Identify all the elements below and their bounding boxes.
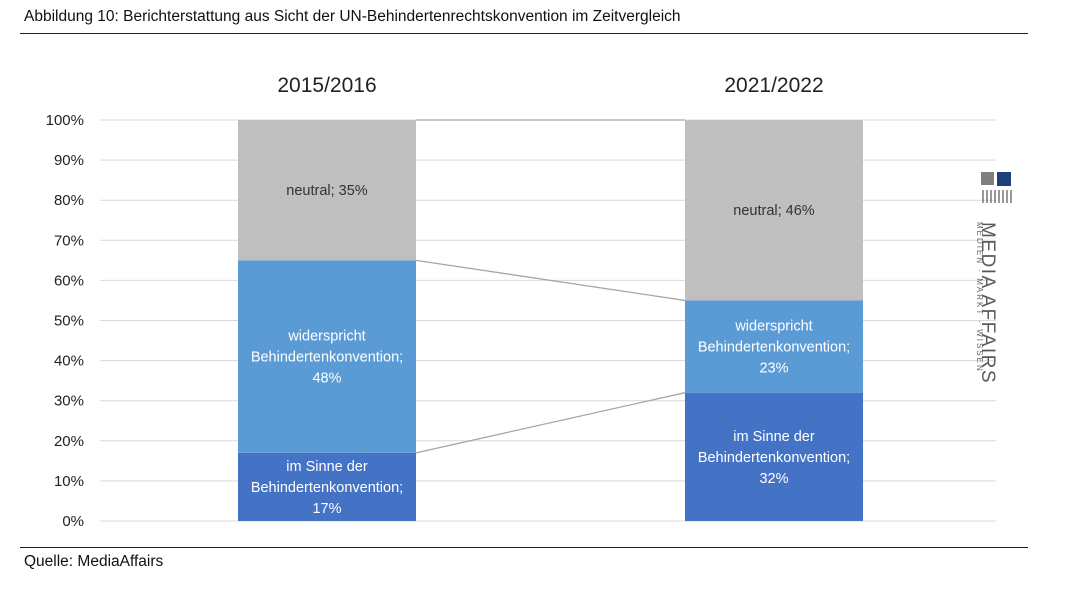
data-label: im Sinne der [286, 459, 368, 475]
bar-segment [685, 392, 863, 521]
logo-tagline: MEDIEN · MARKT · WISSEN [975, 222, 984, 373]
y-tick-label: 100% [46, 112, 84, 129]
source-note: Quelle: MediaAffairs [24, 553, 164, 570]
data-label: Behindertenkonvention; [251, 480, 403, 496]
data-label: Behindertenkonvention; [251, 350, 403, 366]
data-label: widerspricht [287, 329, 365, 345]
y-tick-label: 90% [54, 152, 84, 169]
data-label: neutral; 46% [733, 203, 815, 219]
bar-segment [685, 120, 863, 301]
data-label: widerspricht [734, 319, 812, 335]
y-tick-label: 50% [54, 313, 84, 330]
data-label: 23% [759, 361, 788, 377]
series-line [415, 392, 686, 454]
bottom-rule [20, 547, 1028, 548]
data-label: 48% [312, 371, 341, 387]
y-tick-label: 30% [54, 393, 84, 410]
y-tick-label: 0% [62, 513, 84, 530]
bar-segment [238, 452, 416, 521]
y-tick-label: 40% [54, 353, 84, 370]
y-tick-label: 70% [54, 232, 84, 249]
top-rule [20, 33, 1028, 34]
figure-title: Abbildung 10: Berichterstattung aus Sich… [24, 8, 681, 25]
data-label: Behindertenkonvention; [698, 450, 850, 466]
data-label: 17% [312, 501, 341, 517]
bar-segment [238, 260, 416, 453]
y-tick-label: 80% [54, 192, 84, 209]
data-label: im Sinne der [733, 429, 815, 445]
category-label: 2021/2022 [724, 74, 823, 97]
y-tick-label: 10% [54, 473, 84, 490]
media-affairs-logo-icon [981, 172, 1012, 203]
data-label: neutral; 35% [286, 183, 368, 199]
category-label: 2015/2016 [277, 74, 376, 97]
data-label: Behindertenkonvention; [698, 340, 850, 356]
y-tick-label: 20% [54, 433, 84, 450]
bar-segment [238, 120, 416, 261]
bar-segment [685, 300, 863, 393]
media-affairs-logo: MEDIA AFFAIRS MEDIEN · MARKT · WISSEN [975, 170, 1020, 402]
y-tick-label: 60% [54, 272, 84, 289]
data-label: 32% [759, 471, 788, 487]
series-line [415, 259, 686, 302]
